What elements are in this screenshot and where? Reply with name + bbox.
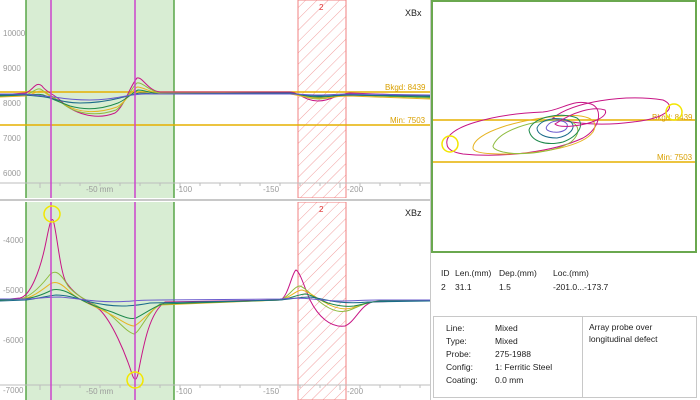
channel-label: XBx xyxy=(405,8,422,18)
signal-traces xyxy=(0,77,430,117)
x-axis-ticks xyxy=(39,183,421,188)
info-value: Mixed xyxy=(495,335,518,346)
defect-id-label: 2 xyxy=(319,205,324,214)
trace-line xyxy=(0,294,430,307)
y-tick: 8000 xyxy=(3,99,21,108)
loop-curve xyxy=(536,118,574,139)
bkgd-label: Bkgd: 8439 xyxy=(652,113,693,122)
x-tick: -100 xyxy=(176,185,193,194)
y-tick: -7000 xyxy=(3,386,24,395)
trace-line xyxy=(0,82,430,115)
cell-depth: 1.5 xyxy=(499,282,511,292)
info-row-line: Line: Mixed xyxy=(446,321,582,334)
info-value: Mixed xyxy=(495,322,518,333)
x-tick: -150 xyxy=(263,185,280,194)
x-tick: -200 xyxy=(347,387,364,396)
header-location: Loc.(mm) xyxy=(553,268,589,278)
info-value: 0.0 mm xyxy=(495,374,524,385)
x-axis-ticks xyxy=(39,385,421,390)
min-label: Min: 7503 xyxy=(657,153,693,162)
info-key: Coating: xyxy=(446,374,478,385)
x-tick: -50 mm xyxy=(86,185,113,194)
trace-line xyxy=(0,271,430,335)
cell-length: 31.1 xyxy=(455,282,472,292)
loop-curve xyxy=(492,119,579,155)
trace-line xyxy=(0,296,430,303)
lissajous-loops xyxy=(446,97,670,156)
header-depth: Dep.(mm) xyxy=(499,268,537,278)
info-row-probe: Probe: 275-1988 xyxy=(446,347,582,360)
y-tick: -5000 xyxy=(3,286,24,295)
x-tick: -150 xyxy=(263,387,280,396)
loop-curve xyxy=(545,120,568,133)
info-box: Line: Mixed Type: Mixed Probe: 275-1988 … xyxy=(433,316,583,398)
info-key: Type: xyxy=(446,335,467,346)
bkgd-label: Bkgd: 8439 xyxy=(385,83,426,92)
note-box: Array probe over longitudinal defect xyxy=(583,316,697,398)
info-row-config: Config: 1: Ferritic Steel xyxy=(446,360,582,373)
table-row[interactable]: 2 31.1 1.5 -201.0...-173.7 xyxy=(441,280,691,294)
channel-label: XBz xyxy=(405,208,422,218)
vertical-separator xyxy=(430,0,431,400)
peak-marker[interactable] xyxy=(43,205,61,223)
info-row-type: Type: Mixed xyxy=(446,334,582,347)
trace-line xyxy=(0,281,430,327)
table-header: ID Len.(mm) Dep.(mm) Loc.(mm) xyxy=(441,266,691,280)
y-tick: 10000 xyxy=(3,29,26,38)
cell-id: 2 xyxy=(441,282,446,292)
loop-marker[interactable] xyxy=(665,103,683,121)
loop-curve xyxy=(551,97,670,125)
x-tick: -100 xyxy=(176,387,193,396)
trace-line xyxy=(0,93,430,101)
y-tick: 6000 xyxy=(3,169,21,178)
info-value: 1: Ferritic Steel xyxy=(495,361,553,372)
info-key: Config: xyxy=(446,361,473,372)
info-key: Line: xyxy=(446,322,465,333)
trough-marker[interactable] xyxy=(126,371,144,389)
xbx-chart-panel[interactable]: 2 10000 9000 8000 7000 6000 -50 mm -100 … xyxy=(0,0,430,198)
min-label: Min: 7503 xyxy=(390,116,426,125)
y-tick: -6000 xyxy=(3,336,24,345)
cell-location: -201.0...-173.7 xyxy=(553,282,609,292)
info-value: 275-1988 xyxy=(495,348,531,359)
panel-separator xyxy=(0,199,430,201)
lissajous-panel[interactable]: Bkgd: 8439 Min: 7503 xyxy=(431,0,697,253)
y-tick: -4000 xyxy=(3,236,24,245)
y-tick: 7000 xyxy=(3,134,21,143)
defect-table: ID Len.(mm) Dep.(mm) Loc.(mm) 2 31.1 1.5… xyxy=(441,266,691,294)
info-key: Probe: xyxy=(446,348,472,359)
loop-curve xyxy=(554,108,607,127)
selection-region[interactable] xyxy=(26,0,174,198)
defect-id-label: 2 xyxy=(319,3,324,12)
header-id: ID xyxy=(441,268,450,278)
loop-curve xyxy=(446,101,599,156)
trace-line xyxy=(0,77,430,117)
loop-curve xyxy=(472,115,596,155)
note-text: Array probe over longitudinal defect xyxy=(589,322,658,344)
xbz-chart-panel[interactable]: 2 -4000 -5000 -6000 -7000 -50 mm -100 -1… xyxy=(0,202,430,400)
info-row-coating: Coating: 0.0 mm xyxy=(446,373,582,386)
y-tick: 9000 xyxy=(3,64,21,73)
x-tick: -50 mm xyxy=(86,387,113,396)
loop-curve xyxy=(528,114,581,144)
trace-line xyxy=(0,289,430,319)
loop-marker[interactable] xyxy=(441,135,459,153)
header-length: Len.(mm) xyxy=(455,268,492,278)
x-tick: -200 xyxy=(347,185,364,194)
